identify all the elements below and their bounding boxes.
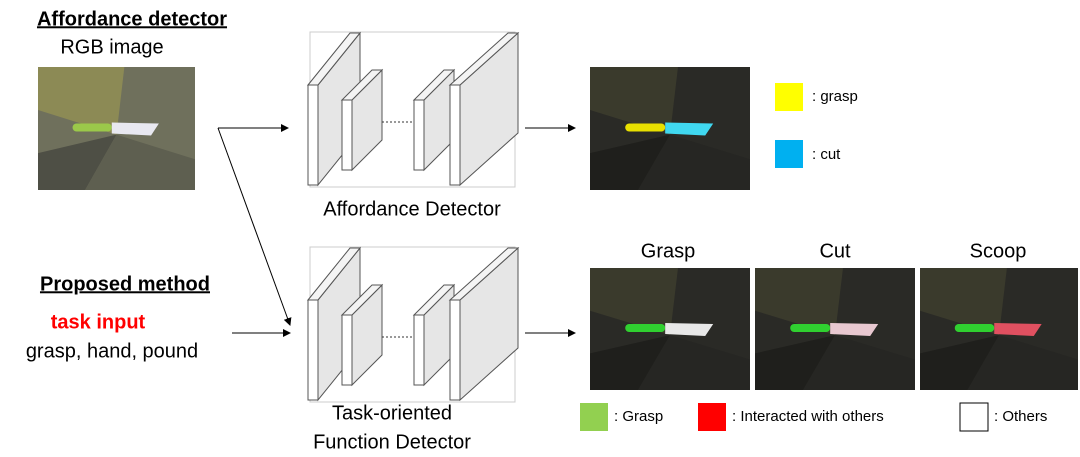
task-list: grasp, hand, pound (26, 340, 198, 362)
legend-swatch (580, 403, 608, 431)
task-label: task input (51, 311, 146, 333)
legend-label: : cut (812, 146, 841, 163)
layer-front (308, 300, 318, 400)
input-label: RGB image (60, 36, 163, 58)
knife-blade (665, 323, 713, 336)
layer-front (450, 85, 460, 185)
knife-blade (112, 123, 159, 136)
legend-swatch (775, 140, 803, 168)
figure: Affordance detector RGB image Affordance… (0, 0, 1080, 457)
network-label: Task-oriented (332, 402, 452, 424)
layer-front (414, 315, 424, 385)
legend-label: : Grasp (614, 408, 663, 425)
knife-blade (994, 323, 1041, 336)
knife-blade (665, 123, 713, 136)
legend-label: : Others (994, 408, 1047, 425)
network-label: Affordance Detector (323, 198, 501, 220)
layer-front (414, 100, 424, 170)
knife-handle (790, 324, 830, 332)
legend-label: : Interacted with others (732, 408, 884, 425)
legend-swatch (960, 403, 988, 431)
knife-handle (625, 124, 665, 132)
network-label: Function Detector (313, 431, 471, 453)
arrow (218, 128, 290, 325)
knife-handle (625, 324, 665, 332)
legend-label: : grasp (812, 88, 858, 105)
knife-handle (73, 124, 112, 132)
knife-handle (955, 324, 995, 332)
layer-front (342, 315, 352, 385)
output-label: Cut (819, 240, 851, 262)
legend-swatch (775, 83, 803, 111)
layer-front (342, 100, 352, 170)
layer-front (450, 300, 460, 400)
layer-front (308, 85, 318, 185)
bottom-title: Proposed method (40, 273, 210, 295)
knife-blade (830, 323, 878, 336)
legend-swatch (698, 403, 726, 431)
output-label: Grasp (641, 240, 695, 262)
top-title: Affordance detector (37, 8, 227, 30)
output-label: Scoop (970, 240, 1027, 262)
